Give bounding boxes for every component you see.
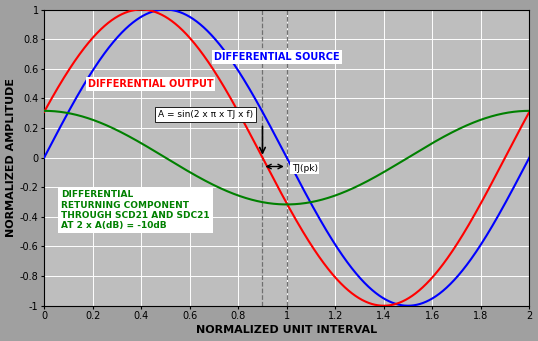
Text: DIFFERENTIAL OUTPUT: DIFFERENTIAL OUTPUT <box>88 78 214 89</box>
Text: DIFFERENTIAL
RETURNING COMPONENT
THROUGH SCD21 AND SDC21
AT 2 x A(dB) = -10dB: DIFFERENTIAL RETURNING COMPONENT THROUGH… <box>61 190 210 231</box>
Y-axis label: NORMALIZED AMPLITUDE: NORMALIZED AMPLITUDE <box>5 78 16 237</box>
X-axis label: NORMALIZED UNIT INTERVAL: NORMALIZED UNIT INTERVAL <box>196 325 377 336</box>
Text: A = sin(2 x π x TJ x f): A = sin(2 x π x TJ x f) <box>158 110 253 119</box>
Text: TJ(pk): TJ(pk) <box>292 163 317 173</box>
Text: DIFFERENTIAL SOURCE: DIFFERENTIAL SOURCE <box>214 52 339 62</box>
